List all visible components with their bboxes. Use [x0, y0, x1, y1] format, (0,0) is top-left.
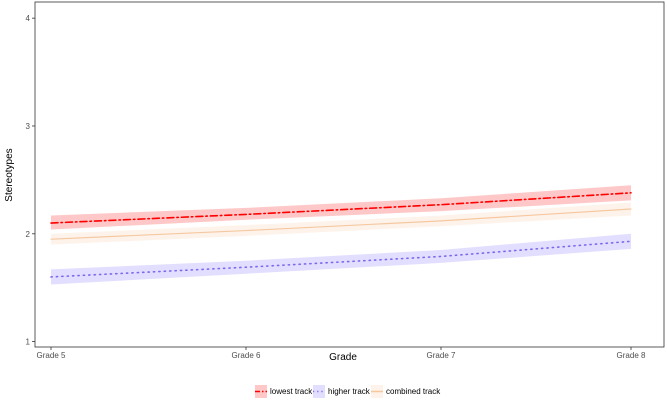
y-axis-title: Stereotypes — [4, 148, 15, 201]
x-axis-title: Grade — [329, 352, 357, 363]
legend-key-lowest-track — [255, 385, 267, 398]
panel-border — [34, 1, 665, 348]
y-tick-label: 4 — [26, 14, 31, 23]
legend-label-lowest-track: lowest track — [270, 387, 313, 396]
x-tick-label: Grade 7 — [427, 351, 456, 360]
band-higher-track — [51, 233, 631, 285]
band-combined-track — [51, 202, 631, 245]
x-tick-label: Grade 6 — [232, 351, 261, 360]
x-tick-label: Grade 5 — [37, 351, 66, 360]
legend: lowest track higher track combined track — [255, 385, 441, 398]
legend-label-higher-track: higher track — [328, 387, 371, 396]
y-tick-label: 2 — [26, 230, 31, 239]
band-lowest-track — [51, 185, 631, 230]
y-tick-label: 3 — [26, 122, 31, 131]
line-combined-track — [50, 208, 632, 240]
line-lowest-track — [50, 192, 632, 224]
x-tick-label: Grade 8 — [617, 351, 646, 360]
y-tick-label: 1 — [26, 338, 31, 347]
legend-label-combined-track: combined track — [386, 387, 441, 396]
legend-key-higher-track — [313, 385, 325, 398]
line-higher-track — [50, 240, 632, 278]
